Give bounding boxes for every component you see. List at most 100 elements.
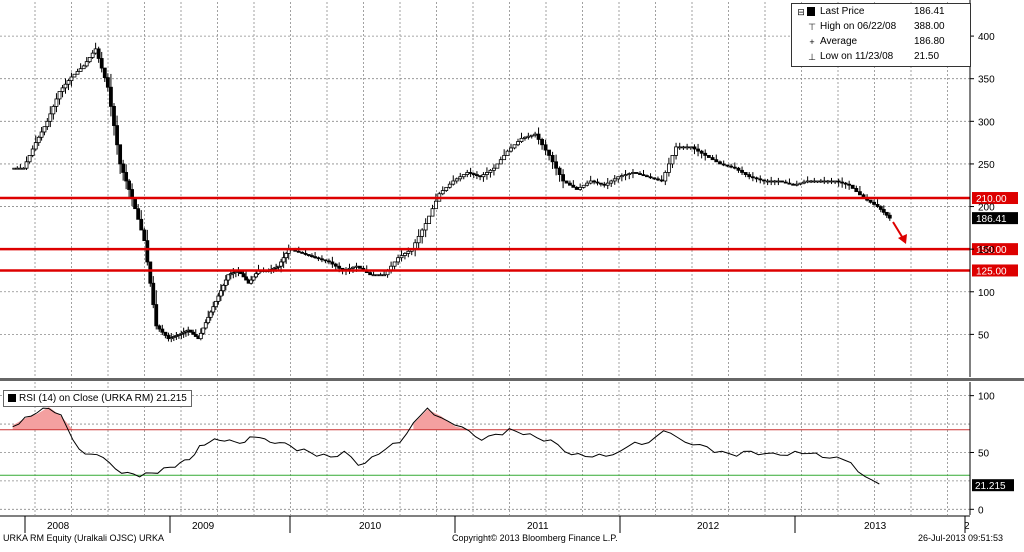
- price-candle-body: [174, 335, 179, 337]
- price-candle-body: [648, 176, 653, 179]
- price-candle-body: [740, 169, 744, 173]
- price-candle-body: [798, 182, 803, 185]
- price-candle-body: [818, 180, 823, 183]
- price-candle-body: [509, 147, 513, 152]
- price-candle-body: [157, 325, 162, 330]
- price-candle-body: [249, 279, 254, 284]
- price-candle-body: [881, 209, 886, 213]
- price-candle-body: [216, 295, 221, 302]
- price-candle-body: [638, 173, 642, 175]
- price-candle-body: [127, 180, 131, 190]
- rsi-legend: RSI (14) on Close (URKA RM) 21.215: [3, 390, 192, 407]
- price-candle-body: [306, 254, 311, 256]
- price-candle-body: [392, 261, 397, 267]
- price-candle-body: [833, 180, 838, 183]
- price-candle-body: [208, 311, 213, 318]
- price-candle-body: [783, 181, 788, 184]
- price-candle-body: [54, 98, 59, 107]
- price-candle-body: [284, 253, 289, 259]
- price-candle-body: [60, 87, 65, 92]
- price-candle-body: [337, 265, 342, 269]
- price-candle-body: [854, 188, 859, 193]
- price-candle-body: [747, 174, 752, 178]
- price-candle-body: [495, 163, 500, 169]
- price-candle-body: [39, 131, 44, 138]
- price-candle-body: [523, 136, 527, 139]
- price-candle-body: [588, 180, 593, 184]
- rsi-grid: [0, 382, 970, 515]
- price-candle-body: [666, 163, 671, 173]
- down-arrow-icon: [892, 221, 907, 244]
- price-candle-body: [96, 48, 101, 59]
- price-candle-body: [481, 174, 486, 178]
- price-candle-body: [605, 182, 610, 186]
- price-candle-body: [609, 180, 614, 184]
- x-tick-label: 2009: [192, 521, 215, 532]
- price-candle-body: [776, 180, 781, 183]
- price-candle-body: [585, 182, 590, 186]
- rsi-y-tick-label: 100: [978, 392, 995, 403]
- price-candle-body: [191, 331, 196, 335]
- price-candle-body: [685, 146, 690, 149]
- price-y-tick-label: 400: [978, 32, 995, 43]
- price-candle-body: [188, 329, 193, 333]
- price-candle-body: [505, 150, 510, 156]
- price-candle-body: [118, 144, 123, 165]
- price-candle-body: [492, 167, 496, 171]
- price-candle-body: [512, 144, 517, 149]
- price-y-tick-label: 150: [978, 245, 995, 256]
- price-candle-body: [368, 272, 373, 276]
- x-tick-label: 2011: [527, 521, 549, 532]
- price-candle-body: [99, 58, 104, 69]
- price-candle-body: [423, 223, 428, 231]
- price-candle-body: [850, 184, 855, 189]
- price-candle-body: [327, 260, 331, 263]
- price-candle-body: [656, 178, 660, 181]
- price-candle-body: [571, 184, 576, 188]
- legend-value: 186.41: [914, 6, 945, 17]
- price-y-tick-label: 250: [978, 160, 995, 171]
- price-candle-body: [124, 172, 129, 182]
- price-candle-body: [351, 266, 355, 269]
- legend-label: Last Price: [820, 6, 865, 17]
- price-candle-body: [465, 172, 470, 175]
- legend-label: High on 06/22/08: [820, 21, 897, 32]
- price-y-tick-label: 200: [978, 203, 995, 214]
- panel-separator: [0, 378, 1024, 381]
- price-candle-body: [574, 186, 579, 190]
- price-candle-body: [198, 332, 203, 340]
- price-candle-body: [371, 274, 376, 277]
- price-candle-body: [434, 200, 438, 210]
- rsi-legend-label: RSI (14) on Close (URKA RM) 21.215: [19, 393, 187, 404]
- price-candle-body: [557, 167, 562, 175]
- price-candle-body: [802, 181, 806, 184]
- legend-value: 388.00: [914, 21, 945, 32]
- price-candle-body: [231, 272, 236, 275]
- price-candle-body: [547, 149, 551, 156]
- price-candle-body: [868, 199, 873, 203]
- price-candle-body: [84, 61, 89, 67]
- legend-row-average: + Average 186.80: [792, 35, 970, 48]
- price-candle-body: [228, 273, 233, 276]
- price-candle-body: [540, 139, 544, 146]
- price-y-tick-label: 300: [978, 117, 995, 128]
- price-candle-body: [203, 322, 208, 329]
- price-candle-body: [420, 229, 425, 237]
- price-candle-body: [130, 189, 134, 199]
- price-candle-body: [223, 279, 228, 286]
- price-candle-body: [451, 180, 456, 185]
- price-candle-body: [93, 48, 98, 54]
- price-candle-body: [316, 257, 321, 260]
- last-rsi-tag: [972, 479, 1014, 492]
- price-y-tick-label: 50: [978, 330, 990, 341]
- price-candle-body: [840, 181, 845, 184]
- legend-value: 186.80: [914, 36, 945, 47]
- reference-tag-box: [972, 243, 1018, 256]
- price-candle-body: [478, 175, 482, 178]
- price-candle-body: [561, 174, 565, 182]
- price-candle-body: [145, 240, 150, 263]
- price-candle-body: [732, 166, 737, 169]
- price-candle-body: [206, 316, 211, 324]
- price-candle-body: [791, 183, 796, 186]
